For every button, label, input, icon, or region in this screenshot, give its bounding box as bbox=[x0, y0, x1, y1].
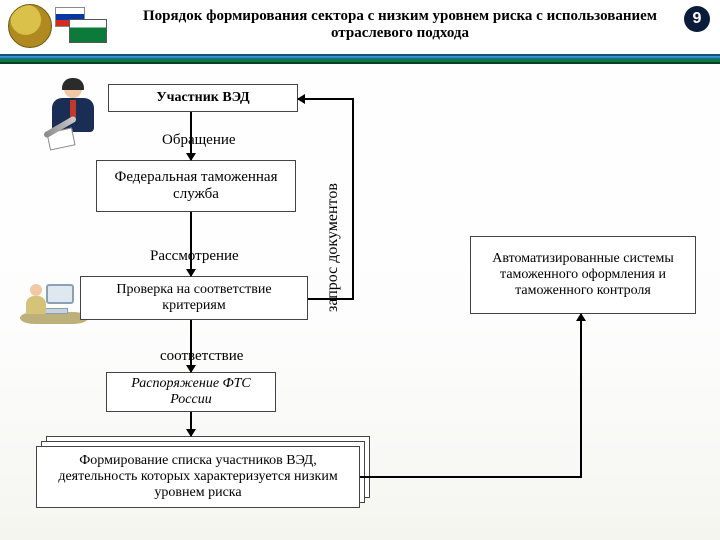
node-participant: Участник ВЭД bbox=[108, 84, 298, 112]
label-match: соответствие bbox=[160, 348, 243, 365]
edge-docreq-h1 bbox=[308, 298, 352, 300]
edge-order-list bbox=[190, 412, 192, 436]
slide: { "page_number": "9", "title": "Порядок … bbox=[0, 0, 720, 540]
edge-docreq-v bbox=[352, 98, 354, 300]
header-divider bbox=[0, 54, 720, 64]
edge-fts-check bbox=[190, 212, 192, 276]
label-review: Рассмотрение bbox=[150, 248, 239, 265]
slide-title: Порядок формирования сектора с низким ур… bbox=[120, 8, 680, 42]
node-list-stack: Формирование списка участников ВЭД, деят… bbox=[36, 446, 360, 508]
edge-list-systems-v bbox=[580, 314, 582, 478]
node-order: Распоряжение ФТС России bbox=[106, 372, 276, 412]
workstation-icon bbox=[20, 284, 88, 338]
edge-list-systems-h bbox=[360, 476, 582, 478]
node-list: Формирование списка участников ВЭД, деят… bbox=[36, 446, 360, 508]
page-number-badge: 9 bbox=[684, 6, 710, 32]
flag-fts-icon bbox=[70, 20, 106, 42]
node-systems: Автоматизированные системы таможенного о… bbox=[470, 236, 696, 314]
businessman-icon bbox=[46, 78, 100, 138]
emblem-icon bbox=[8, 4, 52, 48]
node-check: Проверка на соответствие критериям bbox=[80, 276, 308, 320]
label-appeal: Обращение bbox=[162, 132, 236, 149]
edge-docreq-h2 bbox=[298, 98, 352, 100]
edge-check-order bbox=[190, 320, 192, 372]
label-doc-request: запрос документов bbox=[324, 183, 342, 312]
slide-header: Порядок формирования сектора с низким ур… bbox=[0, 0, 720, 60]
node-fts: Федеральная таможенная служба bbox=[96, 160, 296, 212]
flags bbox=[56, 8, 112, 44]
edge-participant-fts bbox=[190, 112, 192, 160]
